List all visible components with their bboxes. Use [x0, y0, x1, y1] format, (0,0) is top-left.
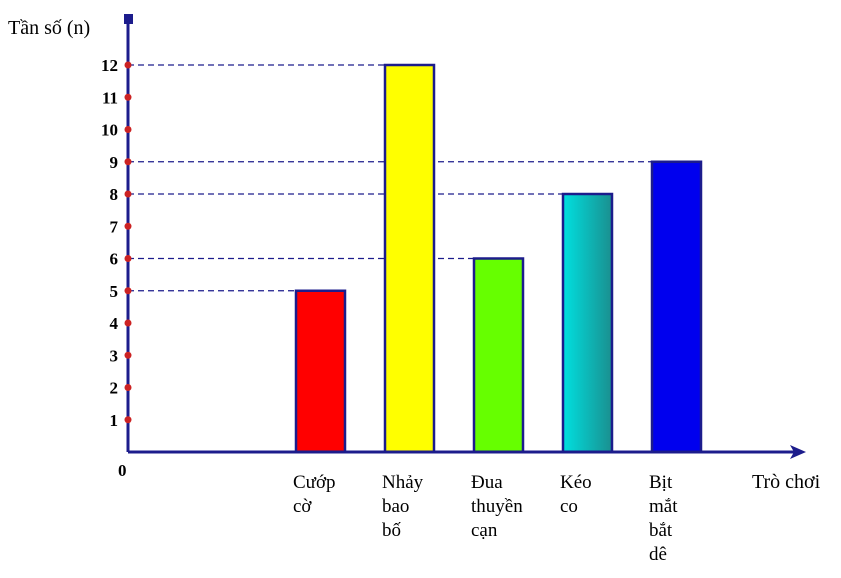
x-category-label-4: Kéo co [560, 472, 592, 517]
y-tick-label-5: 5 [110, 282, 119, 301]
y-tick-marker-1 [124, 416, 132, 424]
y-axis-title: Tần số (n) [8, 17, 90, 39]
y-tick-marker-6 [124, 255, 132, 262]
x-category-label-3: Đua thuyền cạn [471, 472, 523, 541]
y-tick-marker-2 [124, 384, 132, 391]
bar-4 [561, 192, 614, 454]
x-category-label-2: Nhảy bao bố [382, 472, 424, 541]
y-tick-marker-12 [124, 61, 132, 69]
y-tick-label-11: 11 [102, 88, 118, 107]
y-tick-label-3: 3 [110, 346, 119, 365]
y-tick-marker-7 [124, 222, 132, 230]
y-tick-label-4: 4 [110, 314, 119, 333]
y-axis-arrowhead [124, 14, 133, 24]
origin-label: 0 [118, 461, 127, 480]
y-tick-label-2: 2 [110, 379, 119, 398]
x-category-label-5: Bịt mắt bắt dê [649, 472, 678, 565]
y-tick-label-10: 10 [101, 121, 118, 140]
y-tick-label-6: 6 [110, 250, 119, 269]
y-tick-marker-3 [124, 351, 132, 359]
bar-5 [650, 160, 703, 454]
y-tick-marker-5 [124, 287, 132, 295]
y-tick-label-12: 12 [101, 56, 118, 75]
y-tick-marker-11 [124, 93, 132, 101]
x-category-label-1: Cướp cờ [293, 472, 336, 517]
x-axis-arrowhead [790, 445, 806, 459]
bar-2 [383, 63, 436, 454]
y-tick-marker-9 [124, 158, 132, 166]
bar-3 [472, 257, 525, 454]
y-tick-marker-4 [124, 319, 132, 327]
y-tick-label-9: 9 [110, 153, 119, 172]
y-tick-marker-8 [124, 190, 132, 198]
y-tick-label-7: 7 [110, 217, 119, 236]
y-tick-marker-10 [124, 126, 132, 133]
bar-1 [294, 289, 347, 454]
y-tick-label-1: 1 [110, 411, 119, 430]
x-axis-title: Trò chơi [752, 471, 821, 493]
y-tick-label-8: 8 [110, 185, 119, 204]
